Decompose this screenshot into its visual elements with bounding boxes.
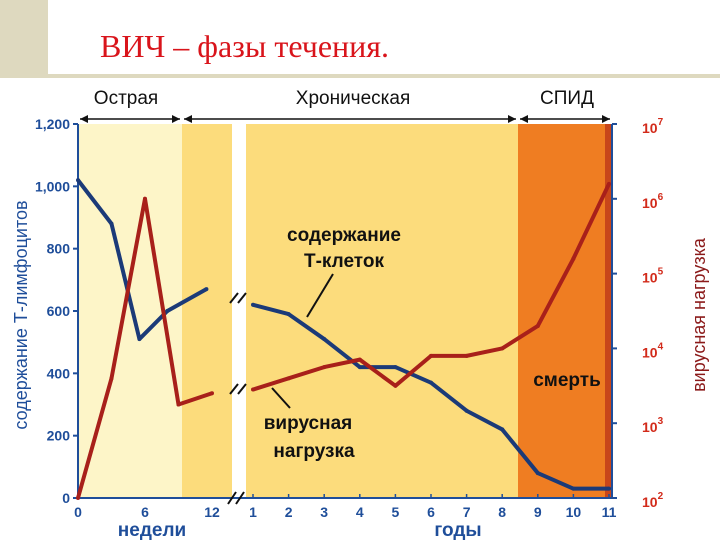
- tcell-point: [607, 486, 611, 491]
- x-axis-year-tick-label: 2: [285, 504, 293, 520]
- acute-bracket-arrow-right: [172, 115, 180, 123]
- tcell-point: [500, 427, 505, 432]
- viral-load-point: [357, 357, 362, 362]
- tcell-point: [137, 337, 142, 342]
- tcell-point: [251, 302, 255, 307]
- tcell-point: [204, 287, 209, 292]
- phase-brackets: Острая Хроническая СПИД: [80, 88, 610, 123]
- early-chronic-background: [182, 124, 232, 498]
- x-axis-label-weeks: недели: [118, 520, 186, 540]
- x-axis-week-tick-label: 6: [141, 504, 149, 520]
- axis-break-gap: [232, 124, 246, 498]
- viral-load-point: [393, 383, 398, 388]
- left-axis-tick-label: 200: [47, 428, 71, 444]
- tcell-annotation-pointer: [306, 273, 334, 318]
- aids-bracket-arrow-right: [602, 115, 610, 123]
- aids-phase-edge: [605, 124, 612, 498]
- x-axis-week-tick-label: 0: [74, 504, 82, 520]
- left-axis-tick-label: 400: [47, 365, 71, 381]
- x-axis-week-tick-label: 12: [204, 504, 220, 520]
- viral-annotation-line2: нагрузка: [273, 441, 355, 462]
- viral-load-point: [109, 376, 114, 381]
- left-axis-tick-label: 1,200: [35, 116, 70, 132]
- aids-phase-background: [518, 124, 612, 498]
- viral-load-point: [76, 496, 80, 500]
- x-axis-year-tick-label: 9: [534, 504, 542, 520]
- x-axis-year-tick-label: 4: [356, 504, 364, 520]
- x-axis-year-tick-label: 10: [566, 504, 582, 520]
- left-axis-title: содержание Т-лимфоцитов: [11, 200, 31, 429]
- x-axis-year-tick-label: 1: [249, 504, 257, 520]
- viral-load-point: [143, 196, 147, 201]
- tcell-point: [76, 178, 80, 183]
- axis-break-marks: [227, 292, 247, 505]
- viral-load-point: [322, 365, 327, 370]
- viral-load-point: [429, 353, 433, 358]
- tcell-point: [535, 471, 540, 476]
- tcell-point: [429, 380, 433, 385]
- tcell-annotation-line1: содержание: [287, 225, 401, 246]
- chronic-bracket-arrow-right: [508, 115, 516, 123]
- tcell-point: [571, 486, 576, 491]
- slide-title: ВИЧ – фазы течения.: [100, 28, 389, 64]
- left-axis-tick-label: 800: [47, 241, 71, 257]
- viral-load-point: [464, 353, 469, 358]
- tcell-point: [109, 221, 114, 226]
- viral-load-point: [571, 256, 576, 261]
- title-decoration-bar: [0, 74, 720, 78]
- right-axis-title: вирусная нагрузка: [689, 237, 709, 392]
- left-axis-tick-label: 1,000: [35, 178, 70, 194]
- right-axis-tick-label: 104: [642, 341, 664, 360]
- right-axis-tick-label: 106: [642, 192, 664, 211]
- viral-load-point: [286, 376, 291, 381]
- tcell-point: [322, 337, 327, 342]
- viral-load-point: [607, 181, 611, 186]
- tcell-point: [464, 408, 469, 413]
- x-axis-year-tick-label: 5: [392, 504, 400, 520]
- x-axis-year-tick-label: 7: [463, 504, 471, 520]
- x-axis-year-tick-label: 6: [427, 504, 435, 520]
- right-axis-tick-label: 103: [642, 416, 664, 435]
- tcell-point: [286, 312, 291, 317]
- right-axis-tick-label: 107: [642, 117, 664, 136]
- chronic-phase-background: [246, 124, 518, 498]
- phase-label-chronic: Хроническая: [296, 88, 410, 109]
- aids-bracket-arrow-left: [520, 115, 528, 123]
- viral-load-point: [176, 402, 181, 407]
- right-axis-tick-label: 105: [642, 267, 664, 286]
- tcell-point: [165, 309, 170, 313]
- death-annotation: смерть: [533, 370, 601, 391]
- x-axis-label-years: годы: [434, 520, 481, 540]
- viral-load-point: [210, 391, 214, 396]
- tcell-point: [357, 365, 362, 370]
- left-axis-tick-label: 600: [47, 303, 71, 319]
- viral-annotation-line1: вирусная: [264, 413, 353, 434]
- x-axis-year-tick-label: 3: [320, 504, 328, 520]
- viral-load-point: [500, 346, 505, 351]
- chronic-bracket-arrow-left: [184, 115, 192, 123]
- phase-label-aids: СПИД: [540, 88, 594, 109]
- x-axis-year-tick-label: 11: [602, 504, 617, 520]
- tcell-annotation-line2: Т-клеток: [304, 251, 384, 272]
- phase-label-acute: Острая: [94, 88, 158, 109]
- viral-load-point: [251, 387, 255, 392]
- viral-annotation-pointer: [271, 387, 291, 409]
- title-decoration-box: [0, 0, 48, 76]
- right-axis-tick-label: 102: [642, 491, 664, 510]
- acute-bracket-arrow-left: [80, 115, 88, 123]
- x-axis-year-tick-label: 8: [498, 504, 506, 520]
- viral-load-point: [535, 323, 540, 328]
- tcell-point: [393, 365, 398, 370]
- left-axis-tick-label: 0: [62, 490, 70, 506]
